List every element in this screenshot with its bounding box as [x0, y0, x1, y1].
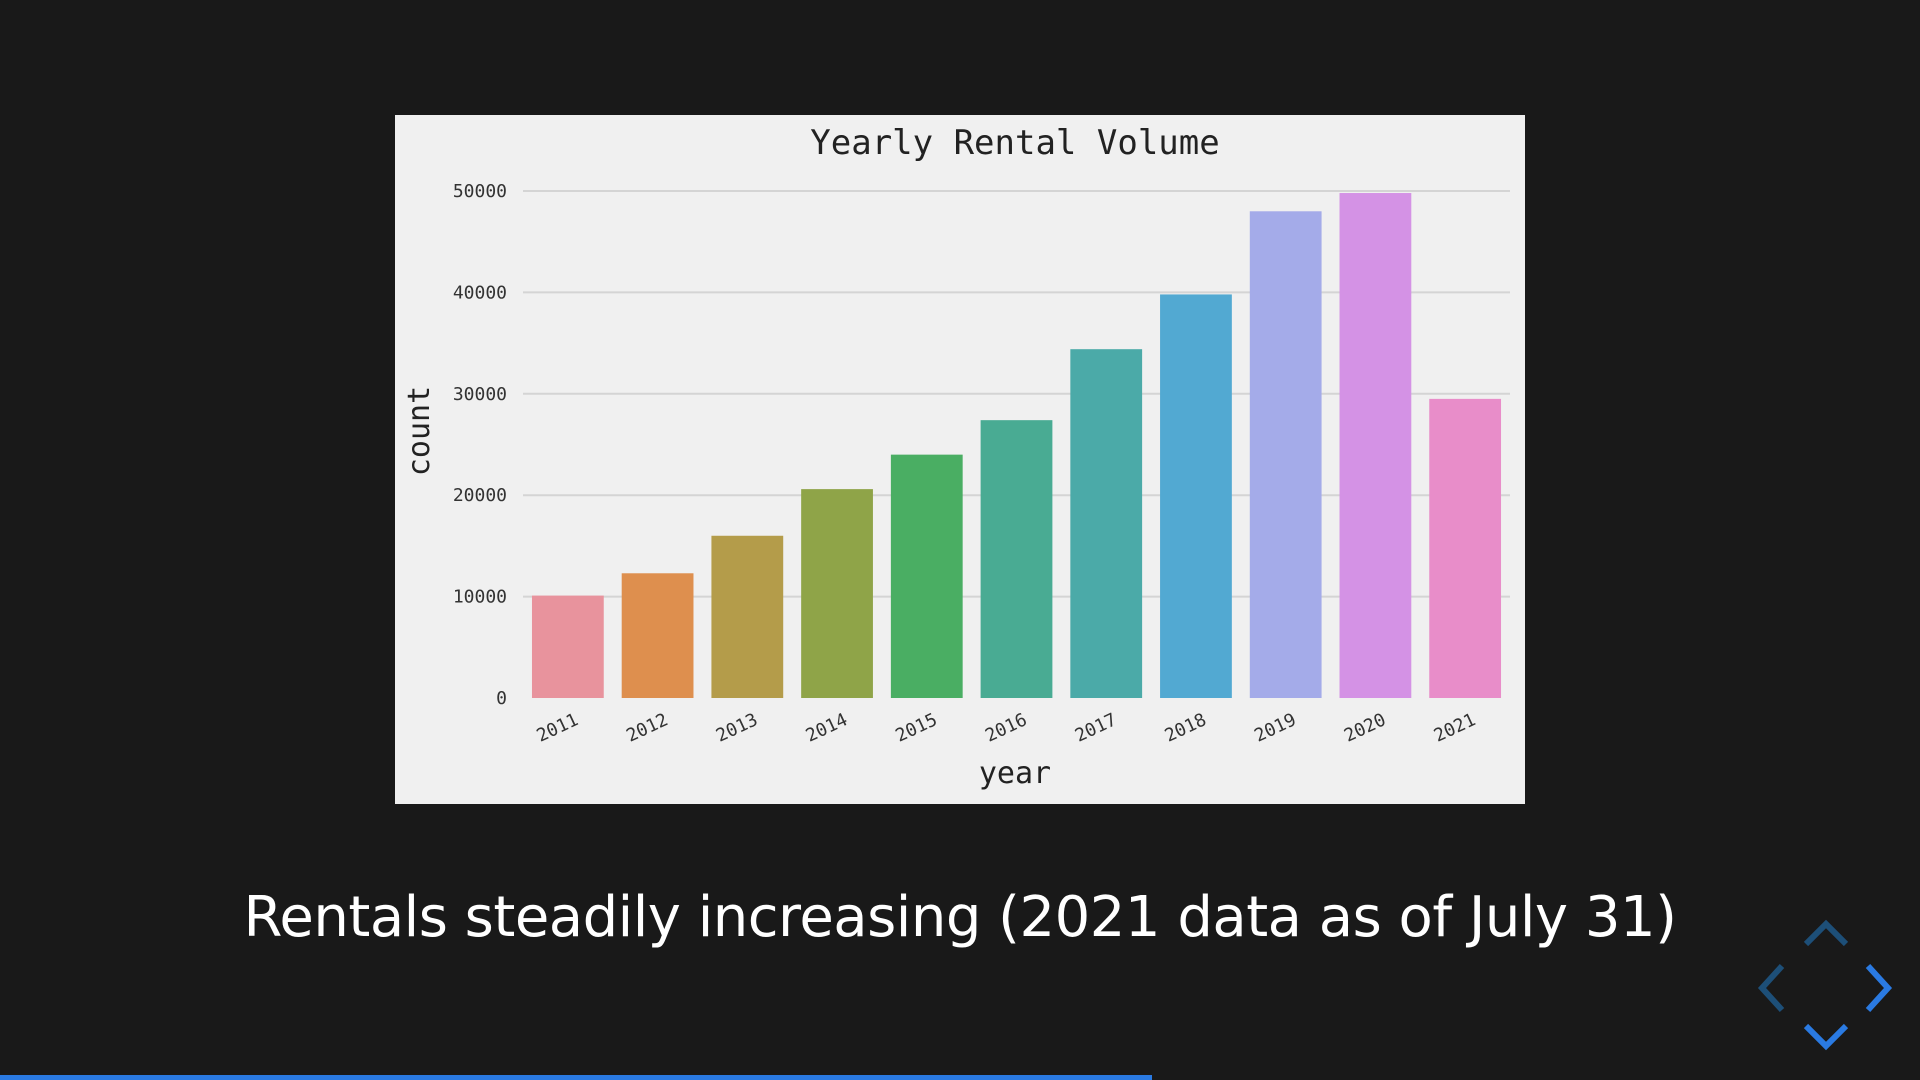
chart-title: Yearly Rental Volume — [810, 123, 1219, 163]
y-tick-label: 20000 — [453, 485, 507, 506]
chevron-up-icon[interactable] — [1802, 918, 1850, 948]
bar-2018 — [1160, 294, 1232, 698]
x-tick-label: 2016 — [982, 709, 1030, 746]
bar-2012 — [621, 573, 694, 698]
bar-2013 — [711, 535, 784, 698]
progress-fill — [0, 1075, 1152, 1080]
x-tick-label: 2013 — [713, 709, 761, 746]
bar-2020 — [1339, 193, 1412, 698]
chevron-left-icon[interactable] — [1756, 962, 1786, 1014]
x-tick-label: 2018 — [1162, 709, 1210, 746]
bar-2016 — [980, 420, 1053, 698]
x-tick-label: 2017 — [1072, 709, 1120, 746]
x-tick-label: 2011 — [533, 709, 581, 746]
slide-caption: Rentals steadily increasing (2021 data a… — [243, 885, 1677, 950]
slide-navigation — [1756, 918, 1896, 1058]
y-tick-label: 0 — [496, 688, 507, 709]
y-tick-label: 10000 — [453, 587, 507, 608]
bar-2021 — [1429, 398, 1502, 698]
x-tick-label: 2021 — [1431, 709, 1479, 746]
progress-bar — [0, 1075, 1920, 1080]
chevron-down-icon[interactable] — [1802, 1022, 1850, 1052]
bars — [531, 193, 1502, 698]
x-tick-label: 2020 — [1341, 709, 1389, 746]
x-axis-label: year — [979, 756, 1051, 791]
bar-2011 — [531, 595, 604, 698]
bar-2019 — [1249, 211, 1322, 698]
chart-panel: 0 10000 20000 30000 40000 50000 2011 2012 2013 2… — [395, 115, 1525, 804]
x-tick-label: 2014 — [803, 709, 851, 746]
y-tick-label: 30000 — [453, 384, 507, 405]
chevron-right-icon[interactable] — [1864, 962, 1894, 1014]
bar-2017 — [1070, 349, 1143, 698]
x-tick-label: 2019 — [1251, 709, 1299, 746]
y-tick-label: 50000 — [453, 181, 507, 202]
x-tick-labels: 2011 2012 2013 2014 2015 2016 2017 2018 2019 2020… — [533, 709, 1478, 746]
x-tick-label: 2015 — [892, 709, 940, 746]
x-tick-label: 2012 — [623, 709, 671, 746]
y-axis-label: count — [402, 386, 437, 476]
bar-2014 — [801, 489, 873, 698]
bar-2015 — [890, 454, 963, 698]
y-tick-labels: 0 10000 20000 30000 40000 50000 — [453, 181, 507, 709]
y-tick-label: 40000 — [453, 282, 507, 303]
